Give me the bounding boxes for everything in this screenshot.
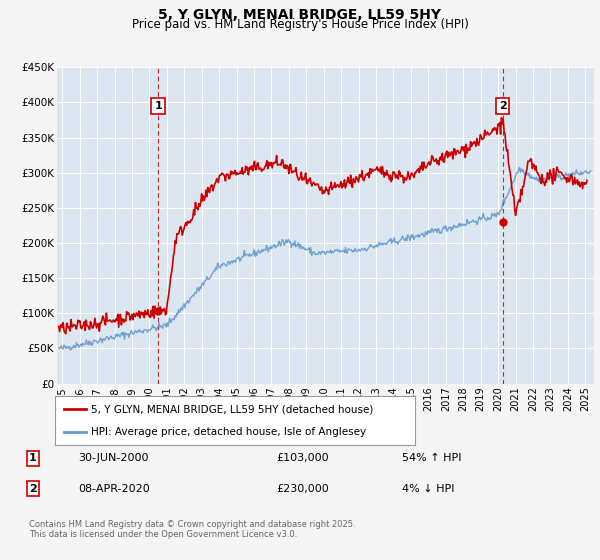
Text: £103,000: £103,000 — [276, 453, 329, 463]
Text: 54% ↑ HPI: 54% ↑ HPI — [402, 453, 461, 463]
Text: 2: 2 — [29, 484, 37, 494]
Text: 5, Y GLYN, MENAI BRIDGE, LL59 5HY (detached house): 5, Y GLYN, MENAI BRIDGE, LL59 5HY (detac… — [91, 404, 374, 414]
Text: £230,000: £230,000 — [276, 484, 329, 494]
Text: 5, Y GLYN, MENAI BRIDGE, LL59 5HY: 5, Y GLYN, MENAI BRIDGE, LL59 5HY — [158, 8, 442, 22]
Text: 1: 1 — [154, 101, 162, 111]
Text: Contains HM Land Registry data © Crown copyright and database right 2025.
This d: Contains HM Land Registry data © Crown c… — [29, 520, 355, 539]
Text: 08-APR-2020: 08-APR-2020 — [78, 484, 150, 494]
Text: 30-JUN-2000: 30-JUN-2000 — [78, 453, 149, 463]
Text: 1: 1 — [29, 453, 37, 463]
Text: 4% ↓ HPI: 4% ↓ HPI — [402, 484, 455, 494]
Text: 2: 2 — [499, 101, 506, 111]
Text: Price paid vs. HM Land Registry's House Price Index (HPI): Price paid vs. HM Land Registry's House … — [131, 18, 469, 31]
Text: HPI: Average price, detached house, Isle of Anglesey: HPI: Average price, detached house, Isle… — [91, 427, 367, 437]
